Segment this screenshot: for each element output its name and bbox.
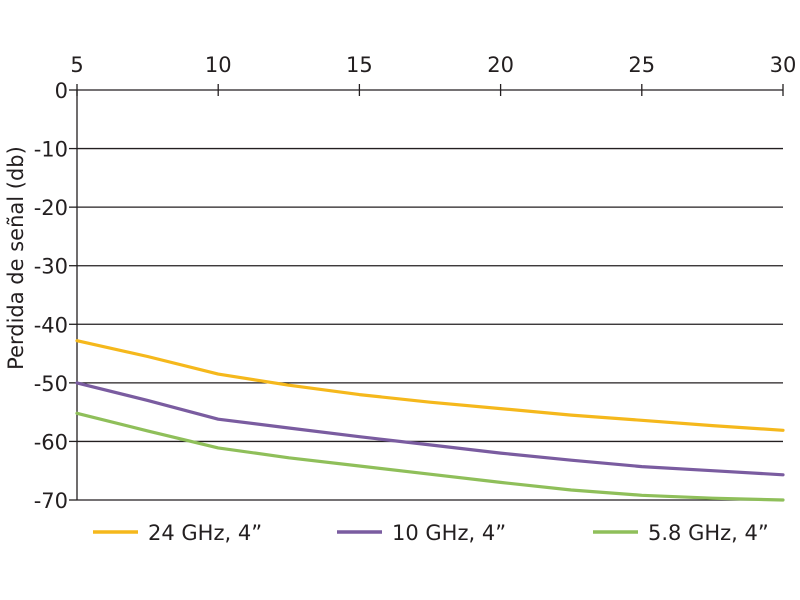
y-tick-label: -70 — [34, 489, 68, 513]
x-tick-label: 15 — [346, 53, 373, 77]
x-tick-label: 10 — [205, 53, 232, 77]
y-tick-label: -40 — [34, 313, 68, 337]
y-tick-label: -10 — [34, 138, 68, 162]
x-tick-label: 20 — [487, 53, 514, 77]
x-tick-label: 5 — [70, 53, 83, 77]
series-line-2 — [75, 381, 785, 477]
legend-label-2: 10 GHz, 4” — [392, 521, 506, 545]
y-tick-label: -50 — [34, 372, 68, 396]
series-line-1 — [75, 339, 785, 432]
y-tick-label: -60 — [34, 430, 68, 454]
y-tick-label: 0 — [55, 79, 68, 103]
y-axis-title: Perdida de señal (db) — [4, 146, 28, 370]
y-tick-label: -20 — [34, 196, 68, 220]
legend-label-3: 5.8 GHz, 4” — [648, 521, 769, 545]
x-tick-label: 30 — [770, 53, 797, 77]
x-tick-label: 25 — [628, 53, 655, 77]
series-line-3 — [75, 411, 785, 502]
y-tick-label: -30 — [34, 255, 68, 279]
legend-label-1: 24 GHz, 4” — [148, 521, 262, 545]
